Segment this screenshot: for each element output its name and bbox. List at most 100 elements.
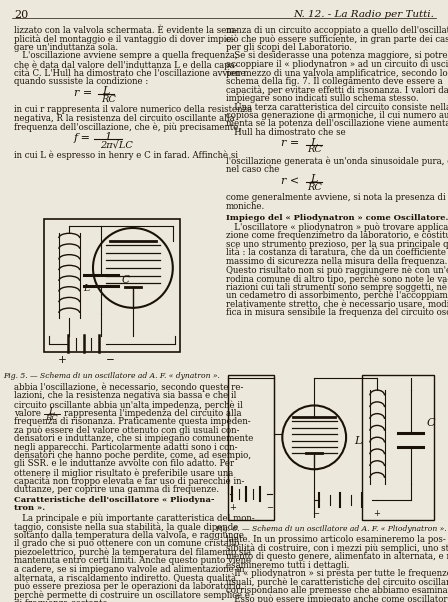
Text: 2π√LC: 2π√LC	[100, 140, 133, 149]
Text: lazioni, che la resistenza negativa sia bassa e che il: lazioni, che la resistenza negativa sia …	[14, 391, 237, 400]
Text: L: L	[310, 137, 317, 147]
Text: za può essere del valore ottenuto con gli usuali con-: za può essere del valore ottenuto con gl…	[14, 426, 239, 435]
Text: L: L	[310, 175, 317, 184]
Bar	[228, 375, 274, 520]
Text: densatori che hanno poche perdite, come, ad esempio,: densatori che hanno poche perdite, come,…	[14, 451, 251, 460]
Text: valore: valore	[14, 409, 41, 418]
Text: −: −	[266, 503, 273, 512]
Text: duttanze, per coprire una gamma di frequenze.: duttanze, per coprire una gamma di frequ…	[14, 485, 219, 494]
Text: come generalmente avviene, si nota la presenza di ar-: come generalmente avviene, si nota la pr…	[226, 193, 448, 202]
Text: alternata, a riscaldamento indiretto. Questa qualità: alternata, a riscaldamento indiretto. Qu…	[14, 573, 236, 583]
Text: usuali, purchè le caratteristiche del circuito oscillante: usuali, purchè le caratteristiche del ci…	[226, 577, 448, 587]
Text: il grado che si può ottenere con un comune cristallo: il grado che si può ottenere con un comu…	[14, 539, 239, 548]
Text: negli apparecchi. Particolarmente adatti sono i con-: negli apparecchi. Particolarmente adatti…	[14, 442, 237, 452]
Text: rappresenta l'impedenza del circuito alla: rappresenta l'impedenza del circuito all…	[64, 409, 241, 418]
Text: mento di questo genere, alimentato in alternata, e ne: mento di questo genere, alimentato in al…	[226, 552, 448, 561]
Text: zione come frequenzimetro da laboratorio, e costitui-: zione come frequenzimetro da laboratorio…	[226, 232, 448, 241]
Text: −: −	[312, 509, 319, 518]
Text: negativa, R la resistenza del circuito oscillante alla: negativa, R la resistenza del circuito o…	[14, 114, 235, 123]
Text: gli SSR. e le induttanze avvolte con filo adatto. Per: gli SSR. e le induttanze avvolte con fil…	[14, 459, 234, 468]
Bar	[362, 375, 434, 520]
Text: taggio, consiste nella sua stabilità, la quale dipende: taggio, consiste nella sua stabilità, la…	[14, 522, 238, 532]
Text: r =: r =	[281, 138, 299, 149]
Text: L: L	[83, 284, 90, 293]
Text: fica in misura sensibile la frequenza del circuito oscil-: fica in misura sensibile la frequenza de…	[226, 308, 448, 317]
Text: moniche.: moniche.	[226, 202, 265, 211]
Text: Impiego del « Pliodynatron » come Oscillatore.: Impiego del « Pliodynatron » come Oscill…	[226, 214, 448, 222]
Text: perchè permette di costruire un oscillatore semplice e: perchè permette di costruire un oscillat…	[14, 590, 250, 600]
Bar	[43, 219, 181, 352]
Text: capacità, per evitare effetti di risonanza. I valori da: capacità, per evitare effetti di risonan…	[226, 85, 448, 95]
Text: relativamente stretto, che è necessario usare, modi-: relativamente stretto, che è necessario …	[226, 300, 448, 308]
Text: RC: RC	[307, 182, 322, 191]
Text: f =: f =	[74, 133, 91, 143]
Text: massimo di sicurezza nella misura della frequenza.: massimo di sicurezza nella misura della …	[226, 257, 448, 266]
Text: RC: RC	[307, 146, 322, 155]
Text: L'oscillazione avviene sempre a quella frequenza,: L'oscillazione avviene sempre a quella f…	[14, 52, 238, 60]
Text: corrispondano alle premesse che abbiamo esaminato.: corrispondano alle premesse che abbiamo …	[226, 586, 448, 595]
Text: Se si desiderasse una potenza maggiore, si potrebbe: Se si desiderasse una potenza maggiore, …	[226, 52, 448, 60]
Text: accoppiare il « pliodynatron » ad un circuito di uscita,: accoppiare il « pliodynatron » ad un cir…	[226, 60, 448, 69]
Text: N. 12. - La Radio per Tutti.: N. 12. - La Radio per Tutti.	[293, 10, 434, 19]
Text: plicità del montaggio e il vantaggio di dover impie-: plicità del montaggio e il vantaggio di …	[14, 34, 234, 45]
Text: −: −	[106, 355, 115, 365]
Text: rodina comune di altro tipo, perchè sono note le va-: rodina comune di altro tipo, perchè sono…	[226, 274, 448, 284]
Text: frequenza di risonanza. Praticamente questa impeden-: frequenza di risonanza. Praticamente que…	[14, 417, 250, 426]
Text: lizzato con la valvola schermata. È evidente la sem-: lizzato con la valvola schermata. È evid…	[14, 26, 237, 35]
Text: Questo risultato non si può raggiungere nè con un'ete-: Questo risultato non si può raggiungere …	[226, 265, 448, 275]
Text: piezoelettrico, purchè la temperatura del filamento sia: piezoelettrico, purchè la temperatura de…	[14, 547, 251, 557]
Text: Hull ha dimostrato che se: Hull ha dimostrato che se	[226, 128, 346, 137]
Text: esamineremo tutti i dettagli.: esamineremo tutti i dettagli.	[226, 560, 349, 569]
Text: r <: r <	[281, 176, 299, 185]
Text: ciò che può essere sufficiente, in gran parte dei casi,: ciò che può essere sufficiente, in gran …	[226, 34, 448, 44]
Text: in cui L è espresso in henry e C in farad. Affinchè si: in cui L è espresso in henry e C in fara…	[14, 151, 238, 161]
Text: nanza di un circuito accoppiato a quello dell'oscillatore ;: nanza di un circuito accoppiato a quello…	[226, 26, 448, 35]
Text: impiegare sono indicati sullo schema stesso.: impiegare sono indicati sullo schema ste…	[226, 94, 418, 103]
Text: lità : la costanza di taratura, che dà un coefficiente: lità : la costanza di taratura, che dà u…	[226, 249, 446, 258]
Text: sibilità di costruire, con i mezzi più semplici, uno stru-: sibilità di costruire, con i mezzi più s…	[226, 544, 448, 553]
Text: Il « pliodynatron » si presta per tutte le frequenze: Il « pliodynatron » si presta per tutte …	[226, 569, 448, 578]
Text: L: L	[354, 436, 362, 446]
Text: in cui r rappresenta il valore numerico della resistenza: in cui r rappresenta il valore numerico …	[14, 105, 252, 114]
Text: RC: RC	[101, 95, 116, 104]
Text: ottenere il miglior risultato è preferibile usare una: ottenere il miglior risultato è preferib…	[14, 468, 233, 477]
Text: tron ».: tron ».	[14, 504, 45, 512]
Text: lante. In un prossimo articolo esamineremo la pos-: lante. In un prossimo articolo esaminere…	[226, 535, 446, 544]
Text: abbia l'oscillazione, è necessario, secondo queste re-: abbia l'oscillazione, è necessario, seco…	[14, 383, 243, 393]
Text: RC: RC	[45, 415, 58, 423]
Text: nel caso che: nel caso che	[226, 165, 280, 174]
Text: Fig. 6. — Schema di un oscillatore ad A. F. « Pliodynatron ».: Fig. 6. — Schema di un oscillatore ad A.…	[215, 525, 447, 533]
Text: Fig. 5. — Schema di un oscillatore ad A. F. « dynatron ».: Fig. 5. — Schema di un oscillatore ad A.…	[4, 372, 220, 380]
Text: di frequenza costante.: di frequenza costante.	[14, 598, 110, 602]
Text: frequenza dell'oscillazione, che è, più precisamente,: frequenza dell'oscillazione, che è, più …	[14, 122, 241, 132]
Text: copiosa generazione di armoniche, il cui numero au-: copiosa generazione di armoniche, il cui…	[226, 111, 448, 120]
Text: C: C	[121, 275, 129, 285]
Text: +: +	[229, 503, 237, 512]
Text: sce uno strumento prezioso, per la sua principale qua-: sce uno strumento prezioso, per la sua p…	[226, 240, 448, 249]
Text: L: L	[48, 408, 55, 417]
Text: che è data dal valore dell'induttanza L e della capa-: che è data dal valore dell'induttanza L …	[14, 60, 237, 69]
Text: a cadere, se si impiegano valvole ad alimentazione in: a cadere, se si impiegano valvole ad ali…	[14, 565, 245, 574]
Text: 1: 1	[104, 132, 111, 142]
Text: L'oscillatore « pliodynatron » può trovare applica-: L'oscillatore « pliodynatron » può trova…	[226, 223, 448, 232]
Text: 20: 20	[14, 10, 28, 20]
Text: Caratteristiche dell'oscillatore « Pliodyna-: Caratteristiche dell'oscillatore « Pliod…	[14, 495, 215, 503]
Text: Una terza caratteristica del circuito consiste nella: Una terza caratteristica del circuito co…	[226, 102, 448, 111]
Text: l'oscillazione generata è un'onda sinusoidale pura, e: l'oscillazione generata è un'onda sinuso…	[226, 157, 448, 166]
Text: C: C	[426, 418, 435, 428]
Text: gare un'induttanza sola.: gare un'induttanza sola.	[14, 43, 118, 52]
Text: densatori e induttanze, che si impiegano comunemente: densatori e induttanze, che si impiegano…	[14, 434, 254, 443]
Text: L: L	[102, 87, 109, 96]
Text: soltanto dalla temperatura della valvola, e raggiunge: soltanto dalla temperatura della valvola…	[14, 530, 244, 539]
Text: +: +	[58, 355, 67, 365]
Text: +: +	[373, 509, 379, 518]
Text: quando sussiste la condizione :: quando sussiste la condizione :	[14, 77, 148, 86]
Text: riazioni cui tali strumenti sono sempre soggetti, nè con: riazioni cui tali strumenti sono sempre …	[226, 282, 448, 292]
Text: cità C. L'Hull ha dimostrato che l'oscillazione avviene: cità C. L'Hull ha dimostrato che l'oscil…	[14, 69, 246, 78]
Text: La principale e più importante caratteristica del mon-: La principale e più importante caratteri…	[14, 514, 254, 523]
Text: per mezzo di una valvola amplificatrice, secondo lo: per mezzo di una valvola amplificatrice,…	[226, 69, 448, 78]
Text: un cedametro di assorbimento, perchè l'accoppiamento: un cedametro di assorbimento, perchè l'a…	[226, 291, 448, 300]
Text: mantenuta entro certi limiti. Anche questo punto viene: mantenuta entro certi limiti. Anche ques…	[14, 556, 251, 565]
Text: circuito oscillante abbia un'alta impedenza, perchè il: circuito oscillante abbia un'alta impede…	[14, 400, 243, 409]
Text: per gli scopi del Laboratorio.: per gli scopi del Laboratorio.	[226, 43, 352, 52]
